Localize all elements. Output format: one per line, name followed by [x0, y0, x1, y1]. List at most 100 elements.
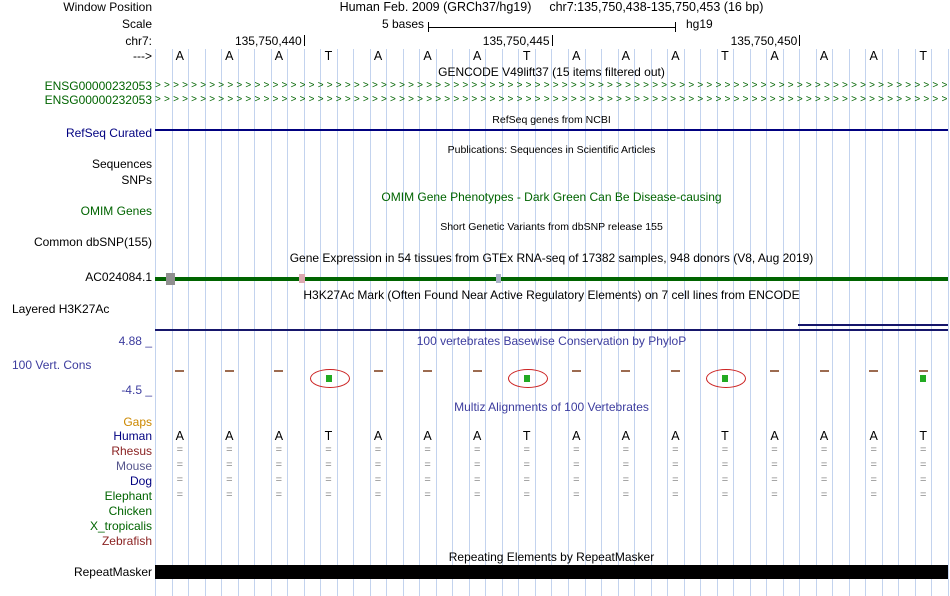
- refseq-center-label[interactable]: RefSeq genes from NCBI: [492, 114, 611, 126]
- h3k27ac-center-label[interactable]: H3K27Ac Mark (Often Found Near Active Re…: [303, 288, 800, 302]
- guideline: [534, 49, 536, 596]
- gencode-item-label-1[interactable]: ENSG00000232053: [44, 79, 152, 93]
- guideline: [155, 49, 156, 596]
- repeatmasker-track-label[interactable]: RepeatMasker: [73, 565, 152, 579]
- ruler-base-letter: A: [423, 49, 432, 63]
- guideline: [716, 49, 718, 596]
- multiz-species-label-chicken[interactable]: Chicken: [108, 504, 152, 518]
- dbsnp-track-label[interactable]: Common dbSNP(155): [33, 235, 152, 249]
- guideline: [865, 49, 867, 596]
- phylop-bar: [918, 370, 928, 372]
- multiz-base-letter: A: [373, 429, 383, 443]
- scale-value: 5 bases: [381, 17, 424, 31]
- phylop-bar: [670, 370, 680, 372]
- multiz-base-letter: A: [819, 429, 829, 443]
- multiz-align-mark: =: [721, 474, 729, 486]
- phylop-clip-arc: [507, 369, 548, 388]
- refseq-track-label[interactable]: RefSeq Curated: [65, 126, 152, 140]
- multiz-base-letter: A: [473, 429, 482, 443]
- ruler-base-letter: T: [522, 49, 531, 63]
- phylop-negative-bar: [920, 375, 927, 382]
- gencode-center-label[interactable]: GENCODE V49lift37 (15 items filtered out…: [438, 65, 665, 79]
- multiz-center-label[interactable]: Multiz Alignments of 100 Vertebrates: [454, 400, 649, 414]
- multiz-align-mark: =: [721, 459, 729, 471]
- multiz-align-mark: =: [275, 489, 283, 501]
- guideline: [617, 49, 619, 596]
- multiz-align-mark: =: [820, 474, 828, 486]
- chromosome-label: chr7:: [125, 34, 152, 48]
- multiz-species-label-zebrafish[interactable]: Zebrafish: [101, 534, 152, 548]
- scale-bar-line: [428, 27, 676, 28]
- conservation-track-label[interactable]: 100 Vert. Cons: [12, 358, 92, 372]
- guideline: [782, 49, 784, 596]
- guideline: [435, 49, 437, 596]
- publications-center-label[interactable]: Publications: Sequences in Scientific Ar…: [447, 144, 656, 156]
- ruler-base-letter: A: [175, 49, 184, 63]
- multiz-base-letter: T: [721, 429, 729, 443]
- omim-center-label[interactable]: OMIM Gene Phenotypes - Dark Green Can Be…: [381, 190, 722, 204]
- multiz-gaps-label[interactable]: Gaps: [123, 415, 152, 429]
- conservation-center-label[interactable]: 100 vertebrates Basewise Conservation by…: [416, 334, 687, 348]
- publications-sequences-label[interactable]: Sequences: [91, 157, 152, 171]
- multiz-align-mark: =: [573, 474, 580, 486]
- multiz-align-mark: =: [523, 444, 530, 456]
- repeatmasker-center-label[interactable]: Repeating Elements by RepeatMasker: [448, 550, 655, 564]
- multiz-base-letter: A: [621, 429, 630, 443]
- multiz-align-mark: =: [226, 489, 233, 501]
- guideline: [386, 49, 388, 596]
- multiz-align-mark: =: [672, 444, 679, 456]
- multiz-species-label-elephant[interactable]: Elephant: [104, 489, 152, 503]
- dbsnp-center-label[interactable]: Short Genetic Variants from dbSNP releas…: [440, 221, 663, 233]
- guideline: [733, 49, 735, 596]
- multiz-align-mark: =: [226, 444, 233, 456]
- multiz-align-mark: =: [771, 474, 778, 486]
- assembly-name: Human Feb. 2009 (GRCh37/hg19): [339, 0, 532, 14]
- multiz-align-mark: =: [622, 474, 630, 486]
- guideline: [254, 49, 256, 596]
- guideline: [881, 49, 883, 596]
- multiz-species-label-x-tropicalis[interactable]: X_tropicalis: [89, 519, 152, 533]
- ruler-base-letter: A: [671, 49, 680, 63]
- multiz-base-letter: A: [423, 429, 432, 443]
- publications-snps-label[interactable]: SNPs: [121, 173, 152, 187]
- multiz-species-label-dog[interactable]: Dog: [129, 474, 152, 488]
- multiz-align-mark: =: [374, 489, 382, 501]
- ruler-base-letter: T: [324, 49, 333, 63]
- scale-label: Scale: [121, 17, 152, 31]
- window-position-title: Human Feb. 2009 (GRCh37/hg19) chr7:135,75…: [155, 1, 948, 14]
- gencode-transcript-row-1[interactable]: >>>>>>>>>>>>>>>>>>>>>>>>>>>>>>>>>>>>>>>>…: [155, 80, 948, 91]
- phylop-max-value: 4.88 _: [118, 334, 152, 348]
- ruler-base-letter: A: [819, 49, 829, 63]
- multiz-align-mark: =: [473, 459, 481, 471]
- guideline: [832, 49, 834, 596]
- gencode-transcript-row-2[interactable]: >>>>>>>>>>>>>>>>>>>>>>>>>>>>>>>>>>>>>>>>…: [155, 94, 948, 105]
- guideline: [749, 49, 751, 596]
- h3k27ac-signal-segment: [798, 324, 948, 326]
- gtex-exon-mark[interactable]: [166, 273, 175, 285]
- phylop-bar: [373, 370, 383, 372]
- guideline: [452, 49, 454, 596]
- phylop-bar: [770, 370, 779, 372]
- phylop-bar: [869, 370, 879, 372]
- guideline: [204, 49, 206, 596]
- multiz-align-mark: =: [226, 459, 233, 471]
- multiz-align-mark: =: [919, 489, 927, 501]
- phylop-bar: [571, 370, 581, 372]
- multiz-species-label-mouse[interactable]: Mouse: [115, 459, 152, 473]
- h3k27ac-track-label[interactable]: Layered H3K27Ac: [12, 302, 110, 316]
- multiz-align-mark: =: [820, 489, 828, 501]
- gtex-center-label[interactable]: Gene Expression in 54 tissues from GTEx …: [289, 251, 814, 265]
- multiz-species-label-rhesus[interactable]: Rhesus: [111, 444, 152, 458]
- multiz-align-mark: =: [870, 444, 877, 456]
- omim-track-label[interactable]: OMIM Genes: [80, 204, 152, 218]
- guideline: [551, 49, 553, 596]
- gencode-item-label-2[interactable]: ENSG00000232053: [44, 93, 152, 107]
- multiz-align-mark: =: [622, 459, 630, 471]
- repeatmasker-element-bar[interactable]: [155, 565, 948, 579]
- gtex-gene-label[interactable]: AC024084.1: [85, 270, 152, 284]
- refseq-gene-line[interactable]: [155, 129, 948, 131]
- multiz-species-label-human[interactable]: Human: [113, 429, 152, 443]
- guideline: [485, 49, 487, 596]
- gtex-gene-line[interactable]: [155, 277, 948, 281]
